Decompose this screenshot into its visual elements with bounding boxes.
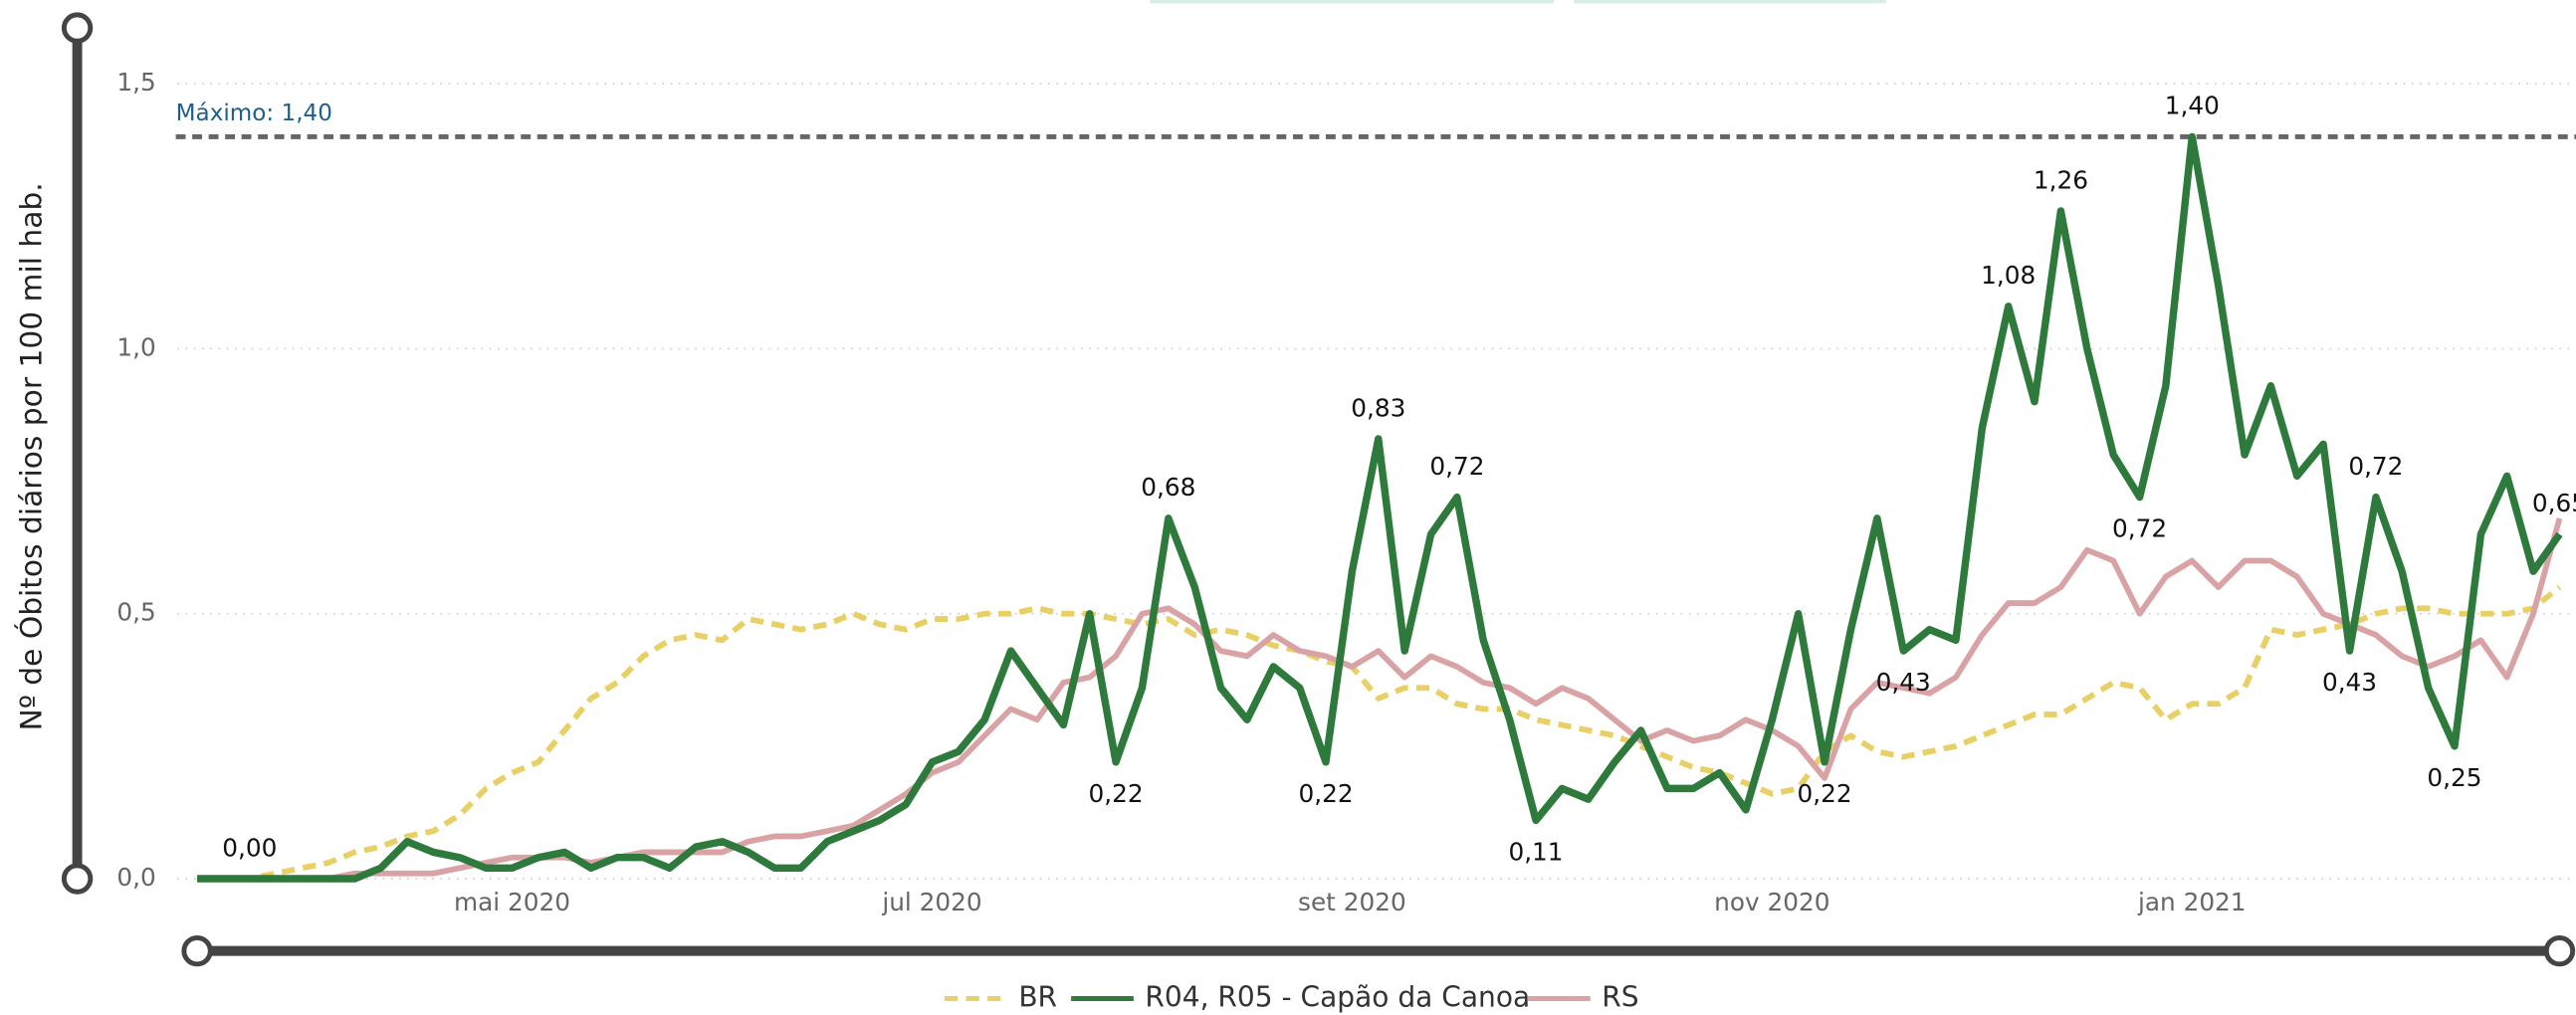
data-label: 0,65	[2532, 489, 2576, 517]
x-tick-label: set 2020	[1298, 888, 1406, 916]
slider-handle[interactable]	[61, 863, 94, 895]
slider-handle[interactable]	[2543, 934, 2576, 967]
data-label: 0,43	[2322, 668, 2377, 697]
y-tick-label: 0,0	[116, 863, 155, 892]
data-label: 0,72	[1429, 452, 1484, 481]
x-tick-label: nov 2020	[1714, 888, 1829, 916]
legend-label: BR	[1018, 980, 1057, 1013]
y-axis-label: Nº de Óbitos diários por 100 mil hab.	[13, 182, 50, 730]
data-label: 1,26	[2034, 165, 2088, 194]
series-line	[197, 132, 2563, 883]
top-button[interactable]	[1150, 0, 1555, 4]
y-tick-label: 1,0	[116, 332, 155, 361]
slider-handle[interactable]	[181, 934, 213, 967]
data-label: 0,72	[2112, 514, 2167, 543]
data-label: 0,25	[2427, 763, 2481, 792]
x-tick-label: jan 2021	[2137, 888, 2247, 916]
data-label: 0,00	[222, 833, 277, 862]
x-tick-label: mai 2020	[454, 888, 570, 916]
top-button[interactable]	[1574, 0, 1886, 4]
data-label: 0,11	[1508, 837, 1563, 866]
series-line	[197, 517, 2563, 882]
data-label: 1,40	[2165, 92, 2220, 120]
legend-label: RS	[1602, 980, 1638, 1013]
data-label: 1,08	[1981, 261, 2036, 290]
data-label: 0,22	[1798, 779, 1852, 808]
legend-label: R04, R05 - Capão da Canoa	[1145, 980, 1530, 1013]
data-label: 0,83	[1351, 393, 1405, 422]
data-label: 0,72	[2348, 452, 2403, 481]
x-tick-label: jul 2020	[881, 888, 981, 916]
data-label: 0,43	[1876, 668, 1931, 697]
reference-label: Máximo: 1,40	[176, 101, 332, 126]
data-label: 0,22	[1089, 779, 1144, 808]
data-label: 0,68	[1141, 473, 1195, 502]
data-label: 0,22	[1298, 779, 1353, 808]
series-line	[197, 584, 2562, 882]
slider-handle[interactable]	[61, 12, 94, 44]
y-tick-label: 0,5	[116, 598, 155, 627]
y-tick-label: 1,5	[116, 68, 155, 97]
